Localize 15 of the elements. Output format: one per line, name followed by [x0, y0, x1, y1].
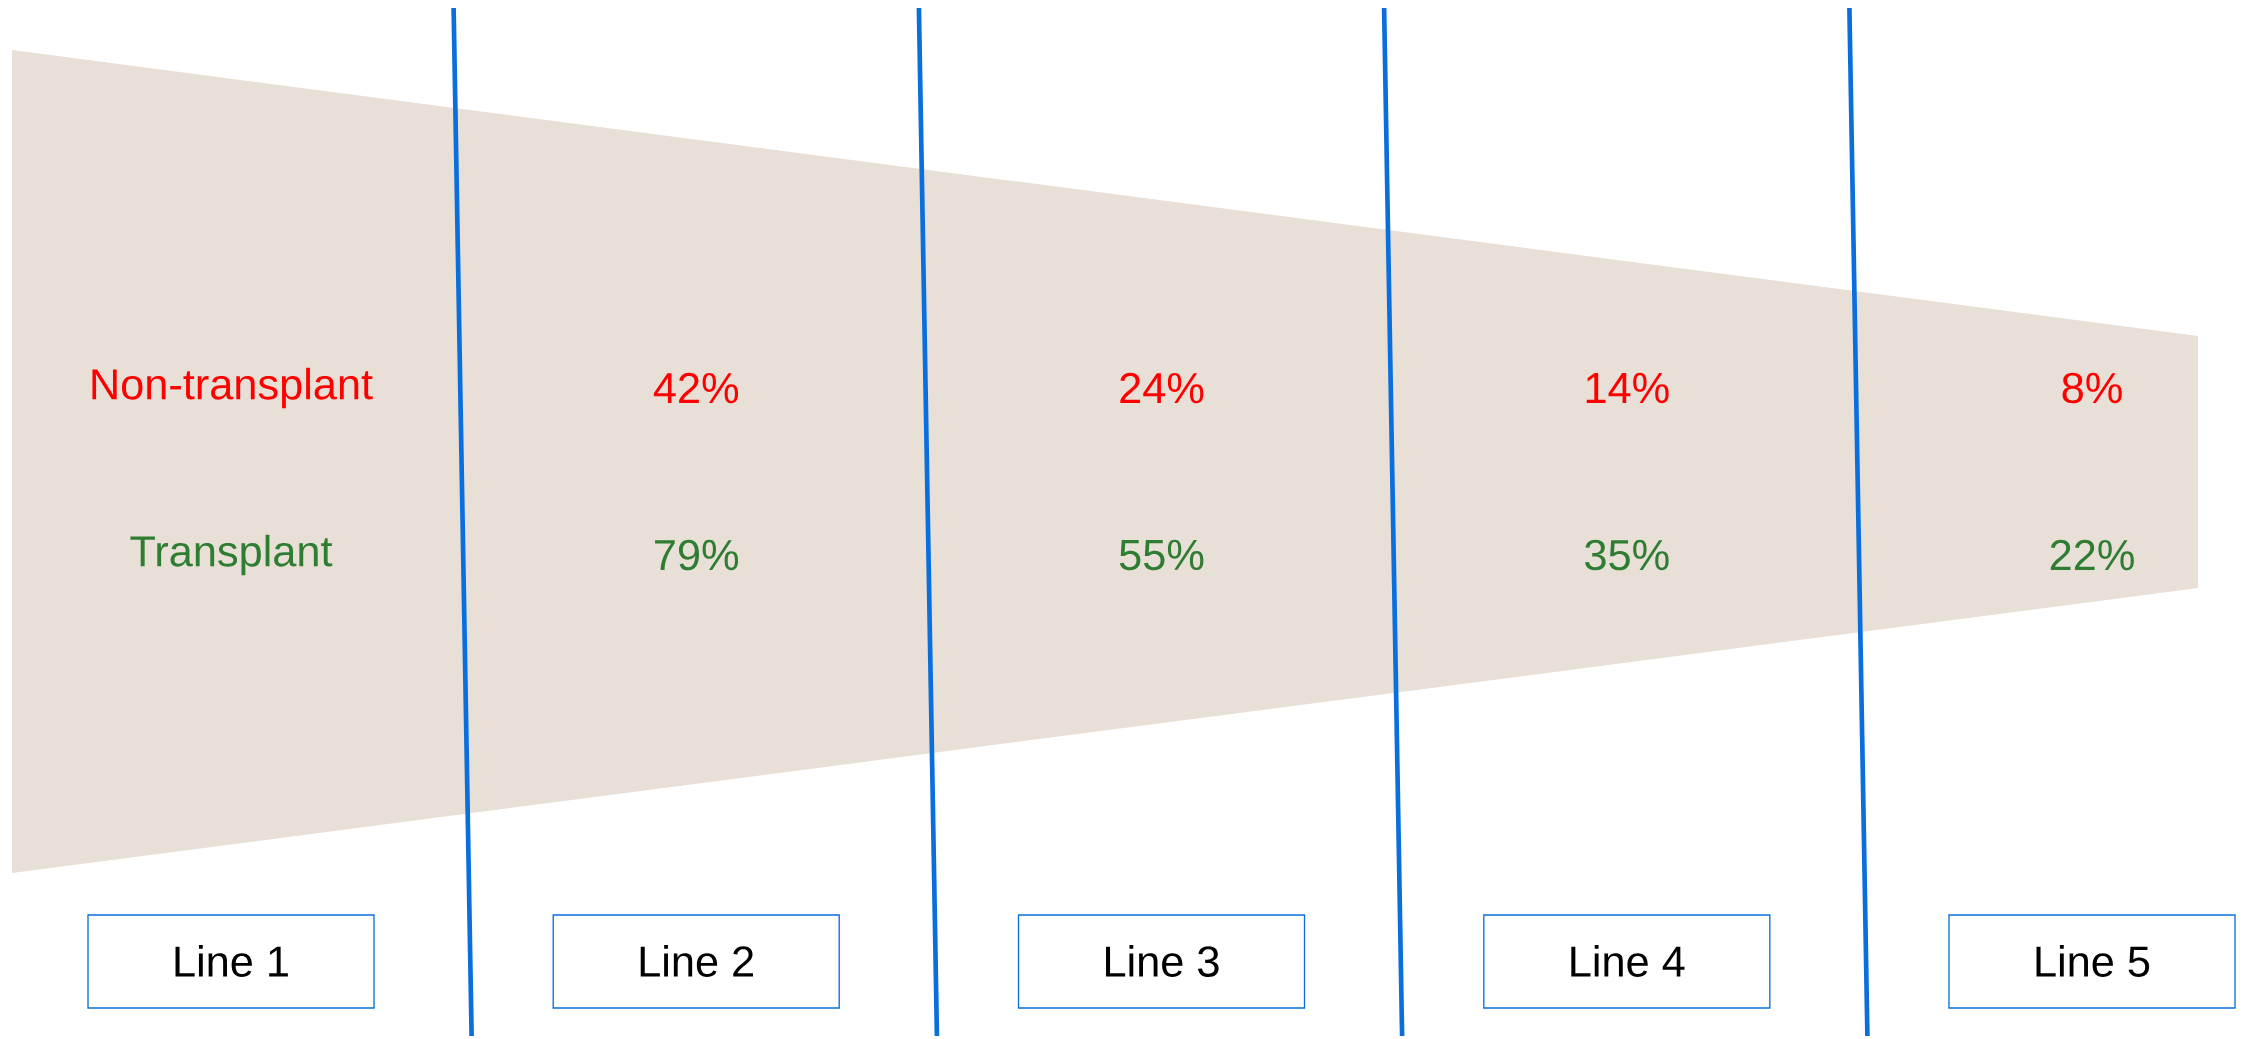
data-label: 42%	[653, 372, 739, 404]
data-label: 22%	[2050, 539, 2134, 571]
legend-label: Non-transplant	[92, 367, 373, 409]
category-label: Line 1	[175, 945, 288, 977]
category-label: Line 5	[2036, 945, 2150, 977]
data-label: 14%	[1586, 372, 1669, 404]
data-label: 35%	[1585, 539, 1669, 571]
category-label: Line 4	[1571, 945, 1685, 977]
data-label: 79%	[655, 539, 739, 571]
data-label: 8%	[2062, 372, 2122, 404]
data-label: 55%	[1119, 539, 1204, 571]
legend-label: Transplant	[130, 534, 333, 576]
category-label: Line 2	[640, 945, 753, 977]
category-label: Line 3	[1106, 945, 1219, 977]
data-label: 24%	[1120, 372, 1204, 404]
